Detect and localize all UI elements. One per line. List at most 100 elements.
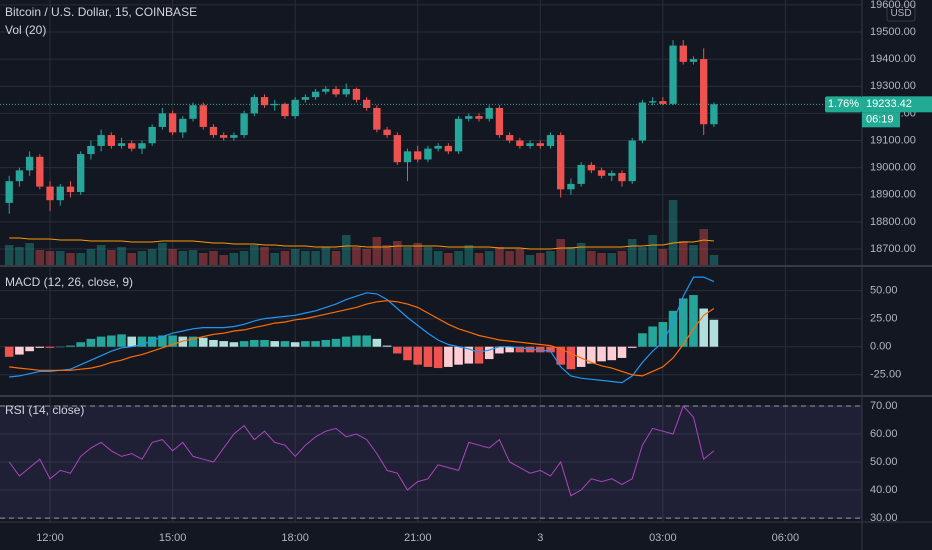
candle-body bbox=[199, 105, 207, 127]
volume-bar bbox=[587, 251, 596, 265]
histogram-bar bbox=[678, 298, 688, 347]
histogram-bar bbox=[239, 341, 249, 347]
volume-bar bbox=[311, 251, 320, 265]
y-tick-label: 30.00 bbox=[870, 512, 898, 524]
histogram-bar bbox=[280, 341, 290, 347]
volume-bar bbox=[576, 243, 586, 265]
volume-bar bbox=[15, 247, 24, 265]
histogram-bar bbox=[96, 336, 106, 347]
volume-bar bbox=[229, 253, 239, 265]
histogram-bar bbox=[638, 333, 647, 347]
histogram-bar bbox=[137, 336, 147, 347]
candle-body bbox=[414, 151, 422, 160]
volume-bar bbox=[117, 247, 126, 265]
change-tag bbox=[825, 96, 862, 113]
volume-bar bbox=[474, 253, 484, 265]
volume-bar bbox=[444, 253, 453, 265]
macd-line bbox=[9, 276, 715, 384]
candle-body bbox=[25, 156, 34, 171]
y-tick-label: 19600.00 bbox=[870, 0, 916, 11]
candle-body bbox=[567, 183, 575, 190]
histogram-bar bbox=[403, 346, 412, 361]
volume-bar bbox=[352, 247, 361, 265]
histogram-bar bbox=[341, 336, 351, 347]
volume-bar bbox=[331, 251, 341, 265]
volume-bar bbox=[535, 253, 545, 265]
histogram-bar bbox=[576, 346, 586, 367]
candle-body bbox=[638, 102, 647, 141]
x-tick-label: 06:00 bbox=[772, 532, 800, 544]
y-tick-label: 19100.00 bbox=[870, 134, 916, 146]
countdown-label: 06:19 bbox=[866, 114, 894, 126]
volume-bar bbox=[239, 251, 249, 265]
histogram-bar bbox=[15, 346, 24, 355]
currency-box[interactable] bbox=[886, 4, 916, 22]
candle-body bbox=[475, 116, 483, 119]
volume-bar bbox=[617, 251, 627, 265]
candle-body bbox=[128, 143, 136, 149]
candle-body bbox=[505, 135, 514, 141]
histogram-bar bbox=[270, 341, 280, 347]
volume-bar bbox=[4, 245, 14, 265]
volume-ma-line bbox=[9, 237, 714, 250]
volume-bar bbox=[188, 250, 198, 265]
histogram-bar bbox=[4, 346, 14, 357]
histogram-bar bbox=[444, 346, 453, 367]
x-tick-label: 03:00 bbox=[649, 532, 677, 544]
price-tag-label: 19233.42 bbox=[866, 98, 912, 110]
countdown-tag bbox=[862, 112, 900, 128]
y-tick-label: 50.00 bbox=[870, 284, 898, 296]
candle-body bbox=[87, 145, 95, 155]
candle-body bbox=[689, 59, 698, 62]
x-tick-label: 18:00 bbox=[281, 532, 309, 544]
volume-bar bbox=[341, 235, 351, 265]
histogram-bar bbox=[627, 346, 637, 348]
volume-bar bbox=[638, 247, 647, 265]
candle-body bbox=[56, 186, 64, 201]
volume-bar bbox=[270, 253, 280, 265]
volume-bar bbox=[556, 239, 565, 265]
y-tick-label: 19400.00 bbox=[870, 53, 916, 65]
histogram-bar bbox=[689, 295, 698, 347]
candle-body bbox=[352, 88, 361, 100]
candle-body bbox=[158, 113, 167, 127]
histogram-bar bbox=[658, 322, 668, 347]
volume-bar bbox=[66, 253, 75, 265]
candle-body bbox=[597, 170, 606, 176]
volume-bar bbox=[433, 251, 443, 265]
histogram-bar bbox=[699, 308, 708, 347]
x-tick-label: 3 bbox=[537, 532, 543, 544]
histogram-bar bbox=[229, 342, 239, 347]
candle-body bbox=[465, 116, 473, 119]
histogram-bar bbox=[393, 346, 402, 354]
candle-body bbox=[322, 88, 330, 92]
y-tick-label: 0.00 bbox=[870, 341, 891, 353]
candle-body bbox=[36, 156, 44, 187]
volume-bar bbox=[658, 249, 668, 265]
x-tick-label: 12:00 bbox=[36, 532, 64, 544]
candle-body bbox=[250, 97, 258, 114]
candle-body bbox=[454, 118, 463, 152]
y-tick-label: 40.00 bbox=[870, 484, 898, 496]
histogram-bar bbox=[311, 341, 320, 347]
y-tick-label: 70.00 bbox=[870, 400, 898, 412]
rsi-band bbox=[0, 405, 862, 519]
volume-bar bbox=[107, 250, 116, 265]
candle-body bbox=[97, 135, 105, 146]
x-tick-label: 15:00 bbox=[159, 532, 187, 544]
candle-body bbox=[444, 145, 453, 152]
volume-bar bbox=[627, 239, 637, 265]
candle-body bbox=[700, 59, 708, 125]
histogram-bar bbox=[219, 341, 228, 347]
candle-body bbox=[342, 88, 350, 95]
chart-title: Bitcoin / U.S. Dollar, 15, COINBASE bbox=[5, 5, 197, 19]
candle-body bbox=[485, 107, 493, 119]
macd-title: MACD (12, 26, close, 9) bbox=[5, 275, 133, 289]
volume-bar bbox=[127, 253, 137, 265]
candle-body bbox=[301, 97, 310, 100]
volume-bar bbox=[96, 245, 106, 265]
histogram-bar bbox=[505, 346, 514, 353]
currency-label[interactable]: USD bbox=[890, 8, 911, 19]
histogram-bar bbox=[250, 339, 259, 347]
